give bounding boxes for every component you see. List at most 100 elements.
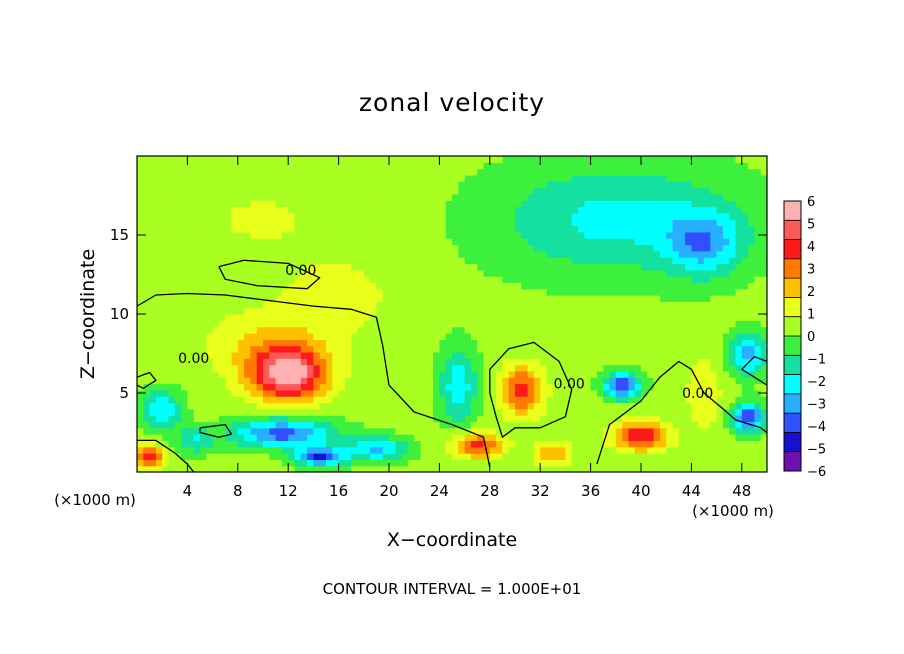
heatmap-cell [357,440,365,448]
heatmap-cell [263,383,270,391]
heatmap-cell [338,174,346,182]
heatmap-cell [615,225,623,233]
heatmap-cell [710,282,718,290]
heatmap-cell [716,200,724,208]
heatmap-cell [489,200,497,208]
heatmap-cell [143,301,151,309]
heatmap-cell [609,212,617,220]
heatmap-cell [426,244,434,252]
heatmap-cell [754,200,762,208]
heatmap-cell [559,332,566,340]
heatmap-cell [244,250,251,258]
heatmap-cell [470,238,478,246]
heatmap-cell [162,238,170,246]
heatmap-cell [269,282,277,290]
heatmap-cell [363,168,371,176]
heatmap-cell [137,238,144,246]
heatmap-cell [470,364,478,372]
heatmap-cell [244,332,251,340]
heatmap-cell [162,282,170,290]
heatmap-cell [571,156,579,163]
heatmap-cell [748,288,755,296]
heatmap-cell [628,206,636,214]
heatmap-cell [578,174,585,182]
heatmap-cell [288,257,296,265]
heatmap-cell [363,187,371,195]
heatmap-cell [596,377,604,385]
heatmap-cell [269,156,277,163]
heatmap-cell [357,276,365,283]
heatmap-cell [760,282,767,290]
heatmap-cell [357,332,365,340]
heatmap-cell [263,206,270,214]
heatmap-cell [735,156,743,163]
heatmap-cell [231,295,239,302]
heatmap-cell [464,370,472,378]
heatmap-cell [691,364,699,372]
heatmap-cell [143,282,151,290]
heatmap-cell [596,187,604,195]
heatmap-cell [200,377,207,385]
heatmap-cell [584,345,592,353]
heatmap-cell [609,427,617,435]
heatmap-cell [212,238,220,246]
heatmap-cell [603,168,611,176]
heatmap-cell [716,358,724,366]
heatmap-cell [338,162,346,170]
heatmap-cell [659,377,667,385]
heatmap-cell [332,396,340,404]
heatmap-cell [218,288,226,296]
heatmap-cell [174,174,182,182]
heatmap-cell [634,421,642,429]
heatmap-cell [344,288,352,296]
heatmap-cell [307,200,314,208]
heatmap-cell [231,351,239,359]
heatmap-cell [578,377,585,385]
heatmap-cell [710,383,718,391]
heatmap-cell [237,276,245,283]
heatmap-cell [754,231,762,239]
heatmap-cell [401,156,409,163]
heatmap-cell [716,193,724,201]
heatmap-cell [546,314,554,321]
heatmap-cell [351,427,359,435]
heatmap-cell [634,465,642,472]
heatmap-cell [439,314,447,321]
heatmap-cell [748,351,755,359]
heatmap-cell [615,257,623,265]
heatmap-cell [212,219,220,227]
heatmap-cell [477,408,485,416]
heatmap-cell [496,225,503,233]
heatmap-cell [250,320,258,328]
heatmap-cell [584,212,592,220]
heatmap-cell [546,276,554,283]
heatmap-cell [426,465,434,472]
heatmap-cell [584,383,592,391]
heatmap-cell [326,288,333,296]
heatmap-cell [760,415,767,423]
heatmap-cell [389,434,396,441]
heatmap-cell [225,351,233,359]
heatmap-cell [433,231,440,239]
heatmap-cell [672,465,680,472]
heatmap-cell [313,307,321,315]
heatmap-cell [212,339,220,347]
heatmap-cell [212,459,220,467]
heatmap-cell [344,231,352,239]
heatmap-cell [193,364,201,372]
heatmap-cell [571,168,579,176]
heatmap-cell [722,269,730,277]
heatmap-cell [552,389,560,397]
heatmap-cell [231,263,239,271]
heatmap-cell [288,219,296,227]
heatmap-cell [439,326,447,334]
heatmap-cell [628,408,636,416]
heatmap-cell [414,200,422,208]
heatmap-cell [439,187,447,195]
heatmap-cell [389,446,396,454]
heatmap-cell [634,307,642,315]
heatmap-cell [395,219,403,227]
heatmap-cell [502,459,510,467]
heatmap-cell [596,231,604,239]
heatmap-cell [137,408,144,416]
